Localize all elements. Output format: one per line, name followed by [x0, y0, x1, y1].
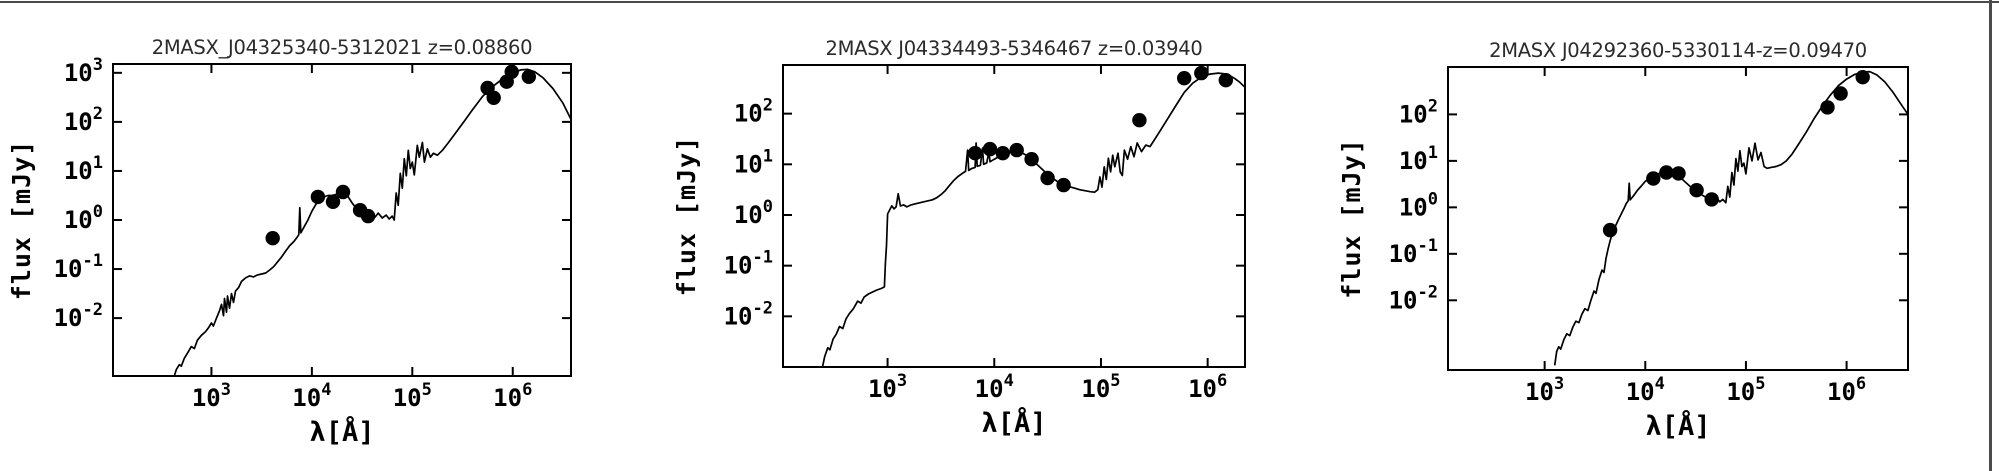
model-curve — [173, 68, 572, 377]
y-tick-label: 100 — [64, 202, 103, 234]
photometry-point — [1646, 171, 1661, 186]
x-tick-label: 103 — [868, 371, 907, 403]
photometry-point — [995, 146, 1010, 161]
photometry-point — [967, 146, 983, 161]
y-tick-label: 101 — [64, 153, 103, 185]
y-tick-label: 103 — [64, 55, 103, 87]
photometry-point — [1056, 177, 1071, 193]
y-tick-label: 101 — [1399, 143, 1438, 175]
sed-panel-1: 103 104 105 106 103 102 101 100 10-1 10-2 2MASX_J0… — [0, 0, 660, 471]
y-axis-label: flux [mJy] — [1337, 138, 1366, 299]
y-tick-label: 102 — [64, 104, 103, 136]
photometry-point — [325, 194, 341, 209]
y-tick-label: 10-2 — [724, 298, 773, 330]
sed-chart-1: 103 104 105 106 103 102 101 100 10-1 10-2 2MASX_J0… — [7, 36, 572, 448]
photometry-point — [504, 64, 519, 80]
y-tick-label: 10-2 — [1389, 282, 1438, 314]
photometry-point — [360, 208, 376, 224]
sed-chart-3: 103 104 105 106 102 101 100 10-1 10-2 2MASX J0429… — [1337, 39, 1909, 442]
photometry-point — [1024, 152, 1039, 167]
photometry-point — [521, 69, 536, 85]
photometry-point — [335, 184, 351, 200]
photometry-point — [486, 90, 501, 106]
x-tick-label: 103 — [192, 380, 231, 412]
sed-panel-3: 103 104 105 106 102 101 100 10-1 10-2 2MASX J0429… — [1325, 0, 1999, 471]
y-tick-label: 10-2 — [54, 300, 103, 332]
y-tick-label: 100 — [1399, 189, 1438, 221]
x-tick-label: 106 — [493, 380, 532, 412]
photometry-point — [1218, 73, 1233, 88]
y-axis-label: flux [mJy] — [7, 140, 36, 301]
x-tick-label: 104 — [292, 380, 331, 412]
x-axis-label: λ[Å] — [309, 416, 374, 448]
x-tick-label: 103 — [1525, 374, 1564, 406]
photometry-point — [1602, 222, 1618, 238]
plot-box — [112, 63, 572, 377]
photometry-point — [1132, 113, 1147, 128]
x-tick-label: 105 — [1081, 371, 1120, 403]
plot-box — [1447, 66, 1909, 371]
photometry-point — [1194, 65, 1209, 81]
y-tick-label: 10-1 — [54, 251, 103, 283]
x-axis-label: λ[Å] — [1645, 410, 1710, 442]
photometry-point — [1659, 165, 1674, 180]
chart-title: 2MASX J04334493-5346467 z=0.03940 — [826, 37, 1203, 60]
photometry-point — [1671, 166, 1686, 181]
right-border-rule — [1989, 0, 1992, 471]
x-tick-label: 104 — [975, 371, 1014, 403]
sed-panel-2: 103 104 105 106 102 101 100 10-1 10-2 2MASX J0433… — [660, 0, 1325, 471]
photometry-point — [1855, 70, 1870, 85]
photometry-point — [310, 189, 326, 205]
model-curve — [821, 72, 1246, 368]
y-tick-label: 102 — [1399, 96, 1438, 128]
photometry-point — [982, 141, 998, 157]
x-axis-label: λ[Å] — [981, 407, 1046, 439]
y-tick-label: 10-1 — [724, 248, 773, 280]
y-axis-label: flux [mJy] — [672, 136, 701, 297]
chart-title: 2MASX_J04325340-5312021 z=0.08860 — [152, 36, 532, 59]
photometry-point — [1833, 86, 1848, 101]
photometry-point — [1704, 192, 1719, 207]
photometry-point — [1689, 183, 1704, 198]
top-border-rule — [0, 1, 1999, 3]
x-tick-label: 106 — [1188, 371, 1227, 403]
model-curve — [1553, 70, 1909, 366]
x-tick-label: 105 — [393, 380, 432, 412]
y-tick-label: 101 — [734, 146, 773, 178]
photometry-point — [1820, 100, 1835, 115]
x-tick-label: 104 — [1626, 374, 1665, 406]
y-tick-label: 100 — [734, 197, 773, 229]
photometry-point — [1040, 170, 1055, 186]
photometry-point — [1177, 71, 1192, 86]
y-tick-label: 10-1 — [1389, 236, 1438, 268]
photometry-point — [265, 231, 280, 246]
chart-title: 2MASX J04292360-5330114-z=0.09470 — [1489, 39, 1867, 62]
plot-box — [782, 64, 1246, 368]
y-tick-label: 102 — [734, 96, 773, 128]
photometry-point — [1009, 142, 1024, 158]
sed-chart-2: 103 104 105 106 102 101 100 10-1 10-2 2MASX J0433… — [672, 37, 1246, 439]
x-tick-label: 106 — [1827, 374, 1866, 406]
x-tick-label: 105 — [1726, 374, 1765, 406]
